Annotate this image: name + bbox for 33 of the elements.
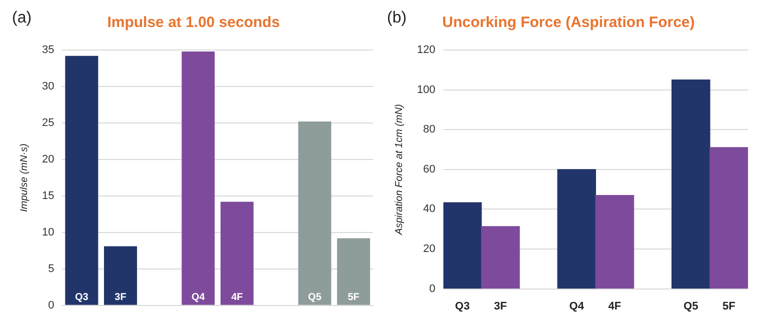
y-axis-title: Aspiration Force at 1cm (mN)	[394, 104, 405, 236]
y-tick-label: 20	[42, 153, 54, 166]
y-tick-label: 25	[42, 117, 54, 130]
x-tick-label: 4F	[231, 292, 243, 304]
y-tick-label: 120	[416, 44, 436, 56]
y-axis-title: Impulse (mN·s)	[18, 144, 30, 212]
y-tick-label: 15	[42, 190, 54, 202]
x-tick-label: Q3	[74, 292, 89, 304]
x-tick-label: Q5	[684, 300, 698, 312]
y-tick-label: 0	[48, 299, 54, 312]
x-tick-label: Q4	[569, 300, 585, 312]
y-tick-label: 60	[423, 163, 436, 176]
text: (b)	[387, 9, 407, 26]
y-tick-label: 0	[429, 282, 436, 295]
x-tick-label: 5F	[722, 300, 736, 312]
x-tick-label: Q5	[308, 292, 322, 304]
y-tick-label: 35	[42, 44, 54, 56]
x-tick-label: 3F	[494, 300, 508, 312]
y-tick-label: 30	[42, 80, 54, 93]
chart-title: Impulse at 1.00 seconds	[107, 14, 280, 32]
y-tick-label: 100	[416, 84, 436, 96]
y-tick-label: 5	[48, 262, 54, 275]
x-tick-label: 4F	[608, 300, 622, 312]
y-tick-label: 10	[42, 226, 54, 238]
y-tick-label: 80	[423, 124, 436, 136]
x-tick-label: Q3	[455, 300, 470, 312]
text: (a)	[12, 9, 32, 26]
y-tick-label: 20	[423, 243, 436, 256]
x-tick-label: 3F	[114, 292, 126, 304]
x-tick-label: 5F	[348, 292, 360, 304]
x-tick-label: Q4	[192, 292, 206, 304]
chart-title: Uncorking Force (Aspiration Force)	[442, 14, 695, 32]
y-tick-label: 40	[423, 203, 436, 216]
